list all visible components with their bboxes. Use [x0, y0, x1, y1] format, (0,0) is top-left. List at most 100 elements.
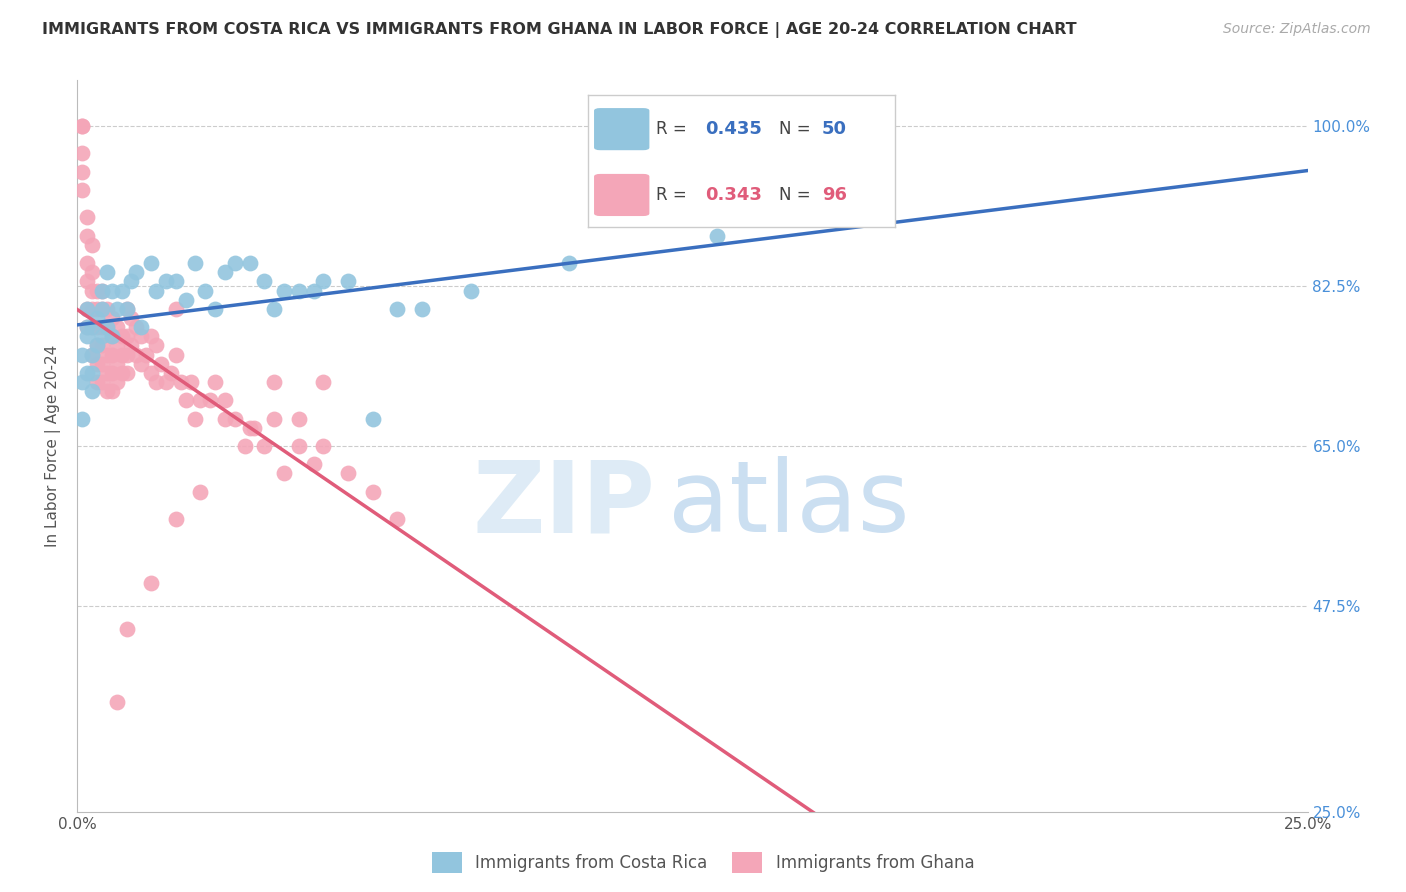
Point — [82, 284, 104, 298]
Point — [115, 366, 138, 380]
Point — [70, 411, 93, 425]
Point — [145, 338, 167, 352]
Point — [115, 301, 138, 316]
Point — [105, 695, 128, 709]
Point — [263, 411, 285, 425]
Point — [111, 348, 132, 362]
Point — [125, 348, 148, 362]
Point — [361, 484, 384, 499]
Point — [165, 512, 187, 526]
Point — [96, 320, 118, 334]
Point — [82, 320, 104, 334]
Point — [121, 275, 143, 289]
Point — [288, 411, 311, 425]
Text: ZIP: ZIP — [472, 456, 655, 553]
Point — [165, 275, 187, 289]
Point — [131, 320, 153, 334]
Point — [125, 265, 148, 279]
Point — [312, 275, 335, 289]
Point — [101, 329, 124, 343]
Point — [70, 348, 93, 362]
Point — [180, 375, 202, 389]
Point — [101, 384, 124, 399]
Point — [105, 301, 128, 316]
Point — [273, 284, 295, 298]
Point — [82, 238, 104, 252]
Point — [184, 256, 207, 270]
Point — [105, 357, 128, 371]
Point — [141, 576, 163, 591]
Point — [204, 375, 226, 389]
Point — [76, 228, 98, 243]
Point — [96, 301, 118, 316]
Text: Source: ZipAtlas.com: Source: ZipAtlas.com — [1223, 22, 1371, 37]
Legend: Immigrants from Costa Rica, Immigrants from Ghana: Immigrants from Costa Rica, Immigrants f… — [425, 846, 981, 880]
Y-axis label: In Labor Force | Age 20-24: In Labor Force | Age 20-24 — [45, 345, 62, 547]
Point — [90, 301, 114, 316]
Point — [361, 411, 384, 425]
Point — [155, 275, 177, 289]
Point — [105, 320, 128, 334]
Point — [70, 146, 93, 161]
Point — [76, 320, 98, 334]
Point — [86, 284, 108, 298]
Point — [160, 366, 183, 380]
Point — [96, 348, 118, 362]
Point — [90, 284, 114, 298]
Point — [90, 338, 114, 352]
Point — [174, 293, 197, 307]
Point — [86, 338, 108, 352]
Point — [121, 338, 143, 352]
Point — [76, 366, 98, 380]
Point — [76, 301, 98, 316]
Point — [460, 284, 482, 298]
Point — [214, 265, 236, 279]
Point — [243, 420, 266, 434]
Point — [76, 256, 98, 270]
Point — [105, 338, 128, 352]
Point — [86, 320, 108, 334]
Point — [86, 357, 108, 371]
Point — [111, 284, 132, 298]
Point — [82, 366, 104, 380]
Point — [131, 329, 153, 343]
Point — [111, 366, 132, 380]
Point — [76, 329, 98, 343]
Point — [155, 375, 177, 389]
Point — [165, 348, 187, 362]
Point — [125, 320, 148, 334]
Point — [239, 420, 262, 434]
Point — [115, 348, 138, 362]
Point — [337, 275, 360, 289]
Point — [387, 301, 409, 316]
Point — [90, 329, 114, 343]
Point — [150, 357, 173, 371]
Point — [174, 393, 197, 408]
Point — [82, 348, 104, 362]
Point — [312, 375, 335, 389]
Point — [239, 256, 262, 270]
Point — [82, 301, 104, 316]
Point — [101, 310, 124, 325]
Point — [70, 119, 93, 133]
Point — [90, 357, 114, 371]
Point — [558, 256, 581, 270]
Text: IMMIGRANTS FROM COSTA RICA VS IMMIGRANTS FROM GHANA IN LABOR FORCE | AGE 20-24 C: IMMIGRANTS FROM COSTA RICA VS IMMIGRANTS… — [42, 22, 1077, 38]
Point — [253, 439, 276, 453]
Point — [70, 183, 93, 197]
Point — [82, 348, 104, 362]
Point — [411, 301, 433, 316]
Point — [190, 393, 212, 408]
Point — [70, 164, 93, 178]
Point — [302, 284, 325, 298]
Point — [76, 301, 98, 316]
Point — [204, 301, 226, 316]
Point — [141, 329, 163, 343]
Point — [96, 366, 118, 380]
Point — [86, 375, 108, 389]
Point — [194, 284, 217, 298]
Point — [90, 375, 114, 389]
Point — [105, 375, 128, 389]
Point — [387, 512, 409, 526]
Point — [233, 439, 256, 453]
